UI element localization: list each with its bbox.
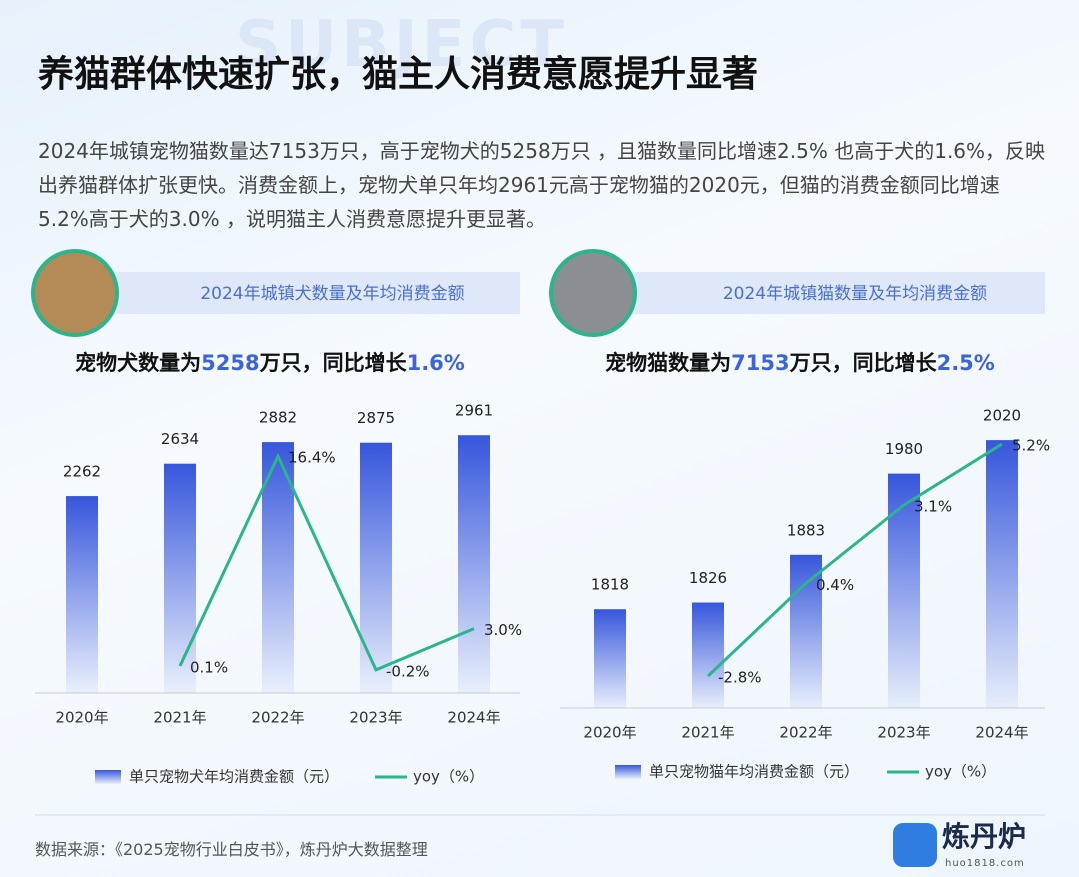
bar xyxy=(164,463,196,693)
line-label: 3.0% xyxy=(484,621,522,639)
subtitle-part: 宠物猫数量为 xyxy=(605,351,731,375)
bar xyxy=(594,609,626,708)
title: 养猫群体快速扩张，猫主人消费意愿提升显著 xyxy=(38,54,759,95)
bar-label: 1826 xyxy=(689,569,727,587)
x-tick-label: 2023年 xyxy=(349,709,402,727)
logo-url: huo1818.com xyxy=(945,858,1025,869)
line-label: 0.1% xyxy=(190,658,228,676)
line-label: 3.1% xyxy=(914,497,952,515)
bar xyxy=(66,496,98,693)
bar-label: 2020 xyxy=(983,407,1021,425)
bar-label: 1980 xyxy=(885,440,923,458)
bar xyxy=(692,602,724,708)
bar xyxy=(458,435,490,693)
line-label: 16.4% xyxy=(288,449,336,467)
line-label: 0.4% xyxy=(816,576,854,594)
bar xyxy=(986,440,1018,708)
section-title: 2024年城镇犬数量及年均消费金额 xyxy=(200,284,464,304)
x-tick-label: 2020年 xyxy=(55,709,108,727)
x-tick-label: 2020年 xyxy=(583,724,636,742)
bar-label: 2961 xyxy=(455,402,493,420)
subtitle-part: 万只，同比增长 xyxy=(789,351,938,375)
bar xyxy=(360,442,392,693)
subtitle-part: 万只，同比增长 xyxy=(259,351,408,375)
legend-label: yoy（%） xyxy=(413,768,484,786)
x-tick-label: 2021年 xyxy=(153,709,206,727)
subtitle-part: 7153 xyxy=(731,351,789,375)
subtitle-part: 1.6% xyxy=(407,351,465,375)
bar xyxy=(790,554,822,708)
x-tick-label: 2022年 xyxy=(779,724,832,742)
section-band xyxy=(625,272,1045,314)
line-label: -2.8% xyxy=(718,669,762,687)
legend-label: 单只宠物猫年均消费金额（元） xyxy=(649,763,859,781)
source: 数据来源：《2025宠物行业白皮书》，炼丹炉大数据整理 xyxy=(35,840,428,859)
logo-icon xyxy=(893,823,937,867)
x-tick-label: 2024年 xyxy=(975,724,1028,742)
logo-name: 炼丹炉 xyxy=(942,820,1026,853)
x-tick-label: 2022年 xyxy=(251,709,304,727)
x-tick-label: 2021年 xyxy=(681,724,734,742)
legend-label: yoy（%） xyxy=(925,763,996,781)
yoy-line xyxy=(178,452,475,672)
subtitle-part: 宠物犬数量为 xyxy=(75,351,201,375)
bar-label: 1818 xyxy=(591,576,629,594)
subtitle: 宠物犬数量为5258万只，同比增长1.6% xyxy=(75,351,465,375)
bar-label: 2262 xyxy=(63,463,101,481)
bar-label: 2634 xyxy=(161,430,199,448)
photo xyxy=(31,249,119,337)
bar-label: 1883 xyxy=(787,521,825,539)
x-tick-label: 2023年 xyxy=(877,724,930,742)
subtitle: 宠物猫数量为7153万只，同比增长2.5% xyxy=(605,351,995,375)
legend-swatch xyxy=(95,770,121,784)
bar-label: 2875 xyxy=(357,409,395,427)
subtitle-part: 2.5% xyxy=(937,351,995,375)
x-tick-label: 2024年 xyxy=(447,709,500,727)
yoy-line xyxy=(706,442,1003,678)
subtitle-part: 5258 xyxy=(201,351,259,375)
section-title: 2024年城镇猫数量及年均消费金额 xyxy=(723,284,987,304)
bar xyxy=(262,442,294,693)
watermark: SUBJECT xyxy=(235,8,568,82)
intro: 2024年城镇宠物猫数量达7153万只，高于宠物犬的5258万只 ，且猫数量同比… xyxy=(38,139,1046,231)
photo xyxy=(549,249,637,337)
section-band xyxy=(105,272,520,314)
legend-label: 单只宠物犬年均消费金额（元） xyxy=(129,768,339,786)
bar-label: 2882 xyxy=(259,409,297,427)
line-label: -0.2% xyxy=(386,662,430,680)
legend-swatch xyxy=(615,765,641,779)
line-label: 5.2% xyxy=(1012,437,1050,455)
